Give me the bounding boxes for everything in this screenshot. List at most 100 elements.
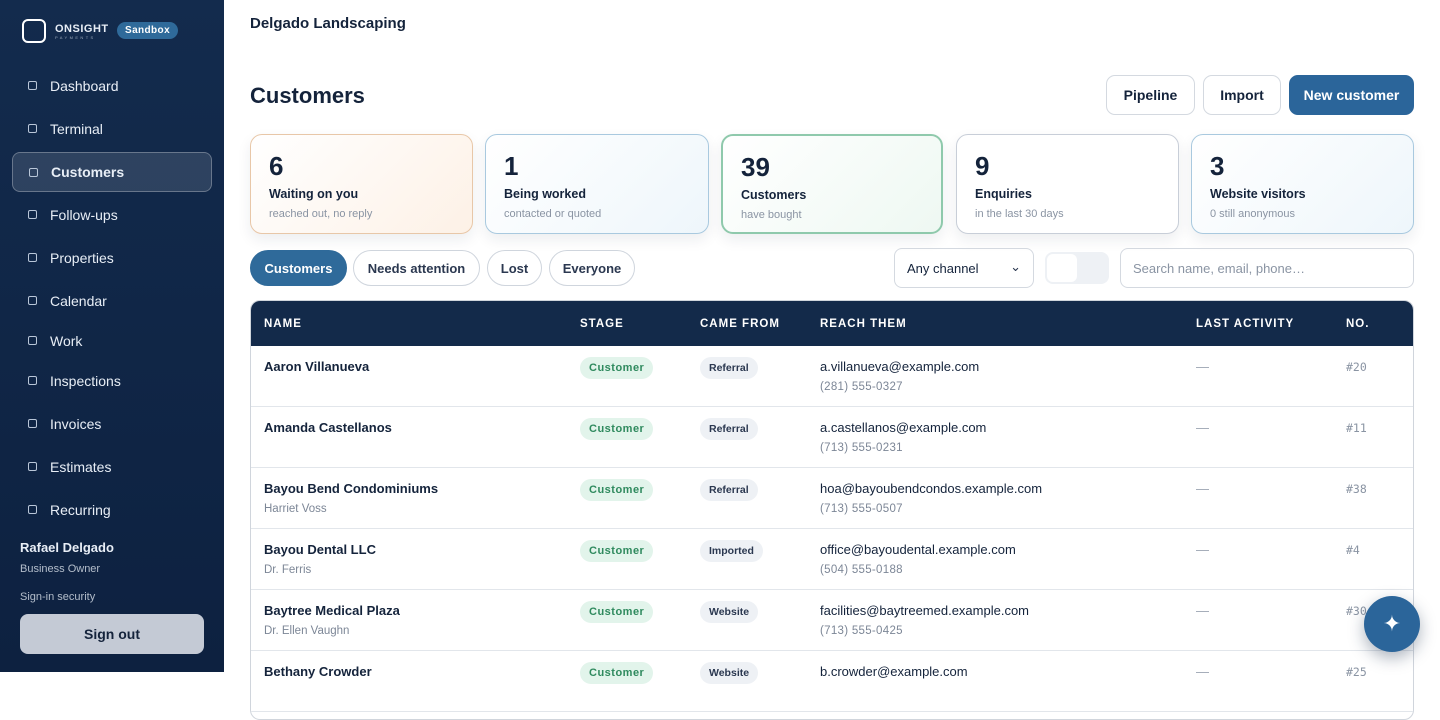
stat-card: 39 Customers have bought xyxy=(721,134,943,234)
email: facilities@baytreemed.example.com xyxy=(820,603,1030,618)
phone: (713) 555-0231 xyxy=(820,442,903,454)
last-activity: — xyxy=(1196,359,1209,374)
sidebar: ONSIGHT PAYMENTS Sandbox Dashboard Termin… xyxy=(0,0,224,672)
table-row[interactable]: Amanda Castellanos Customer Referral a.cast… xyxy=(251,407,1413,468)
stat-label: Waiting on you xyxy=(269,187,359,201)
button[interactable]: Import xyxy=(1203,75,1281,115)
nav-icon xyxy=(28,124,37,133)
nav-item[interactable]: Properties xyxy=(12,238,212,278)
table-row[interactable]: Bethany Crowder Customer Website b.crowder@… xyxy=(251,651,1413,712)
last-activity: — xyxy=(1196,420,1209,435)
security-link[interactable]: Sign-in security xyxy=(20,591,96,603)
table-row[interactable]: Aaron Villanueva Customer Referral a.villan… xyxy=(251,346,1413,407)
contact-name: Dr. Ellen Vaughn xyxy=(264,625,350,637)
phone: (713) 555-0507 xyxy=(820,503,903,515)
phone: (713) 555-0425 xyxy=(820,625,903,637)
page-title: Customers xyxy=(250,83,365,108)
button[interactable]: Pipeline xyxy=(1106,75,1195,115)
nav-item[interactable]: Customers xyxy=(12,152,212,192)
customer-number: #20 xyxy=(1346,360,1367,374)
contact-name: Dr. Ferris xyxy=(264,564,312,576)
brand: ONSIGHT xyxy=(55,23,109,35)
view-toggle[interactable] xyxy=(1045,252,1109,284)
nav-item[interactable]: Follow-ups xyxy=(12,195,212,235)
nav-icon xyxy=(28,505,37,514)
user-name: Rafael Delgado xyxy=(20,540,114,555)
table-row[interactable]: Bayou Bend Condominiums Harriet Voss Custo… xyxy=(251,468,1413,529)
email: hoa@bayoubendcondos.example.com xyxy=(820,481,1043,496)
nav-label: Calendar xyxy=(50,293,107,309)
column-header: NO. xyxy=(1346,318,1370,330)
stage-badge: Customer xyxy=(580,601,654,623)
nav-icon xyxy=(28,336,37,345)
logo xyxy=(22,19,46,43)
customer-number: #38 xyxy=(1346,482,1367,496)
stat-value: 1 xyxy=(504,151,519,181)
nav-item[interactable]: Dashboard xyxy=(12,66,212,106)
nav-icon xyxy=(28,210,37,219)
stat-sub: contacted or quoted xyxy=(504,208,602,220)
stat-sub: 0 still anonymous xyxy=(1210,208,1295,220)
table-row[interactable]: Baytree Medical Plaza Dr. Ellen Vaughn Cus… xyxy=(251,590,1413,651)
stage-badge: Customer xyxy=(580,662,654,684)
filter-tab[interactable]: Everyone xyxy=(549,250,635,286)
stat-label: Customers xyxy=(741,188,807,202)
nav-label: Customers xyxy=(51,164,125,180)
filter-tab[interactable]: Needs attention xyxy=(353,250,480,286)
last-activity: — xyxy=(1196,481,1209,496)
nav-item[interactable]: Calendar xyxy=(12,281,212,321)
nav-item[interactable]: Recurring xyxy=(12,490,212,530)
customer-name: Amanda Castellanos xyxy=(264,420,392,435)
nav-item[interactable]: Work xyxy=(12,321,212,361)
table-row[interactable]: Bayou Dental LLC Dr. Ferris Customer Import… xyxy=(251,529,1413,590)
source-badge: Referral xyxy=(700,418,758,440)
last-activity: — xyxy=(1196,542,1209,557)
customer-name: Bayou Dental LLC xyxy=(264,542,376,557)
assistant-button[interactable]: ✦ xyxy=(1364,596,1420,652)
table-header: NAME STAGE CAME FROM REACH THEM LAST ACTIVIT… xyxy=(251,301,1413,346)
customer-number: #4 xyxy=(1346,543,1360,557)
nav-item[interactable]: Inspections xyxy=(12,361,212,401)
select-value: Any channel xyxy=(907,261,979,276)
filter-tab[interactable]: Lost xyxy=(487,250,542,286)
contact-name: Harriet Voss xyxy=(264,503,327,515)
sign-out[interactable]: Sign out xyxy=(20,614,204,654)
stat-card: 6 Waiting on you reached out, no reply xyxy=(250,134,473,234)
nav-icon xyxy=(28,376,37,385)
search[interactable]: Search name, email, phone… xyxy=(1120,248,1414,288)
channel-select[interactable]: Any channel ⌄ xyxy=(894,248,1034,288)
filter-tab[interactable]: Customers xyxy=(250,250,347,286)
stat-value: 3 xyxy=(1210,151,1225,181)
nav-label: Terminal xyxy=(50,121,103,137)
business-name: Delgado Landscaping xyxy=(250,15,406,32)
source-badge: Website xyxy=(700,662,759,684)
stage-badge: Customer xyxy=(580,479,654,501)
user-role: Business Owner xyxy=(20,563,101,575)
email: a.castellanos@example.com xyxy=(820,420,987,435)
button[interactable]: New customer xyxy=(1289,75,1414,115)
nav-item[interactable]: Estimates xyxy=(12,447,212,487)
nav-item[interactable]: Terminal xyxy=(12,109,212,149)
source-badge: Website xyxy=(700,601,759,623)
env-badge: Sandbox xyxy=(117,22,179,39)
nav-icon xyxy=(28,296,37,305)
nav-icon xyxy=(28,253,37,262)
last-activity: — xyxy=(1196,603,1209,618)
customer-name: Baytree Medical Plaza xyxy=(264,603,400,618)
stage-badge: Customer xyxy=(580,540,654,562)
stat-sub: have bought xyxy=(741,209,802,221)
stat-card: 9 Enquiries in the last 30 days xyxy=(956,134,1179,234)
source-badge: Referral xyxy=(700,479,758,501)
nav-label: Invoices xyxy=(50,416,102,432)
stat-value: 39 xyxy=(741,152,770,182)
column-header: LAST ACTIVITY xyxy=(1196,318,1295,330)
nav-label: Properties xyxy=(50,250,114,266)
nav-label: Estimates xyxy=(50,459,112,475)
customer-name: Aaron Villanueva xyxy=(264,359,370,374)
email: office@bayoudental.example.com xyxy=(820,542,1016,557)
nav-icon xyxy=(28,419,37,428)
table: NAME STAGE CAME FROM REACH THEM LAST ACTIVIT… xyxy=(250,300,1414,720)
customer-number: #30 xyxy=(1346,604,1367,618)
customer-name: Bayou Bend Condominiums xyxy=(264,481,439,496)
nav-item[interactable]: Invoices xyxy=(12,404,212,444)
